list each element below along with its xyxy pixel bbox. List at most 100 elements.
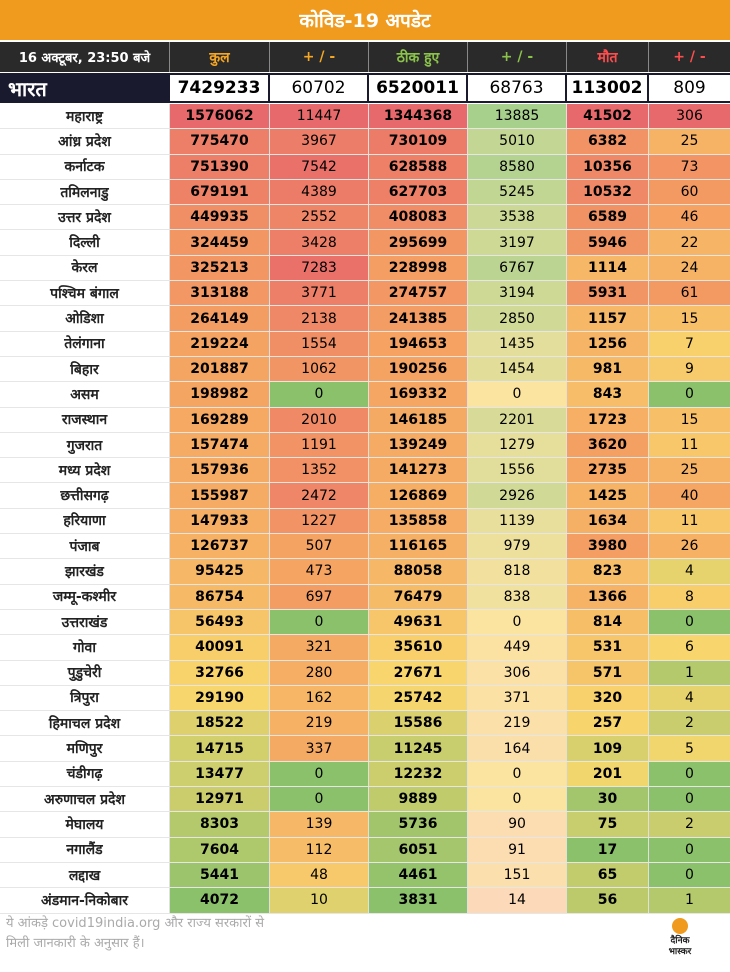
deaths-change: 306 (649, 104, 730, 129)
deaths: 571 (567, 660, 649, 685)
deaths: 1157 (567, 306, 649, 331)
dainik-bhaskar-logo: दैनिक भास्कर (660, 918, 700, 958)
total-cases: 157936 (170, 458, 270, 483)
recovered: 730109 (369, 129, 468, 154)
state-name: तेलंगाना (0, 331, 170, 356)
state-name: पंजाब (0, 534, 170, 559)
deaths-change: 0 (649, 761, 730, 787)
recovered: 628588 (369, 154, 468, 179)
deaths: 6589 (567, 205, 649, 230)
deaths-change: 11 (649, 508, 730, 534)
deaths-change: 25 (649, 129, 730, 154)
total-cases: 1576062 (170, 104, 270, 129)
state-name: महाराष्ट्र (0, 104, 170, 129)
deaths: 5931 (567, 281, 649, 306)
deaths: 2735 (567, 458, 649, 483)
recovered-change: 818 (468, 559, 567, 584)
deaths-change: 25 (649, 458, 730, 483)
recovered: 11245 (369, 736, 468, 761)
table-row: उत्तर प्रदेश 449935 2552 408083 3538 6589 46 (0, 205, 730, 231)
total-change: 0 (270, 761, 369, 787)
total-header: कुल (170, 42, 270, 72)
recovered: 88058 (369, 559, 468, 584)
deaths-change: 5 (649, 736, 730, 761)
deaths-change: 15 (649, 407, 730, 432)
state-name: ओडिशा (0, 306, 170, 331)
table-row: त्रिपुरा 29190 162 25742 371 320 4 (0, 685, 730, 712)
recovered-change: 3194 (468, 281, 567, 306)
table-row: कर्नाटक 751390 7542 628588 8580 10356 73 (0, 154, 730, 180)
deaths: 65 (567, 862, 649, 888)
deaths: 257 (567, 711, 649, 736)
recovered-change: 164 (468, 736, 567, 761)
total-cases: 32766 (170, 660, 270, 685)
india-summary-row: भारत 7429233 60702 6520011 68763 113002 … (0, 73, 730, 103)
deaths-change: 24 (649, 255, 730, 281)
deaths-change: 0 (649, 382, 730, 407)
deaths-change: 1 (649, 660, 730, 685)
state-name: गुजरात (0, 432, 170, 458)
recovered: 25742 (369, 685, 468, 711)
total-change: 112 (270, 837, 369, 862)
table-row: ओडिशा 264149 2138 241385 2850 1157 15 (0, 306, 730, 332)
state-name: मेघालय (0, 812, 170, 837)
deaths: 30 (567, 787, 649, 812)
deaths-change: 60 (649, 179, 730, 205)
recovered-header: ठीक हुए (369, 42, 468, 72)
source-note-line1: ये आंकड़े covid19india.org और राज्य सरका… (6, 916, 265, 931)
table-row: जम्मू-कश्मीर 86754 697 76479 838 1366 8 (0, 584, 730, 610)
table-row: तेलंगाना 219224 1554 194653 1435 1256 7 (0, 331, 730, 357)
recovered-change: 13885 (468, 104, 567, 129)
deaths-header: मौत (567, 42, 649, 72)
table-row: छत्तीसगढ़ 155987 2472 126869 2926 1425 40 (0, 483, 730, 509)
total-cases: 147933 (170, 508, 270, 534)
state-name: छत्तीसगढ़ (0, 483, 170, 508)
state-name: हरियाणा (0, 508, 170, 534)
deaths: 1366 (567, 584, 649, 609)
total-cases: 7604 (170, 837, 270, 862)
india-total: 7429233 (170, 75, 270, 101)
deaths-change: 61 (649, 281, 730, 306)
recovered-change: 371 (468, 685, 567, 711)
total-cases: 14715 (170, 736, 270, 761)
state-name: लद्दाख (0, 862, 170, 888)
state-name: अरुणाचल प्रदेश (0, 787, 170, 812)
deaths: 814 (567, 609, 649, 635)
india-deaths: 113002 (567, 75, 649, 101)
deaths: 1723 (567, 407, 649, 432)
recovered-change: 14 (468, 888, 567, 913)
deaths: 75 (567, 812, 649, 837)
deaths-change: 1 (649, 888, 730, 913)
recovered-change: 90 (468, 812, 567, 837)
table-row: पश्चिम बंगाल 313188 3771 274757 3194 5931 61 (0, 281, 730, 307)
state-name: झारखंड (0, 559, 170, 584)
recovered-change: 0 (468, 609, 567, 635)
total-change: 280 (270, 660, 369, 685)
total-cases: 95425 (170, 559, 270, 584)
total-change: 7283 (270, 255, 369, 281)
state-name: राजस्थान (0, 407, 170, 432)
total-change: 1062 (270, 356, 369, 382)
deaths-change: 4 (649, 685, 730, 711)
total-change: 162 (270, 685, 369, 711)
recovered-change: 91 (468, 837, 567, 862)
deaths: 981 (567, 356, 649, 382)
date-header: 16 अक्टूबर, 23:50 बजे (0, 42, 170, 72)
sun-logo-icon (672, 918, 688, 934)
recovered-change: 979 (468, 534, 567, 559)
total-change: 321 (270, 635, 369, 660)
state-name: पुडुचेरी (0, 660, 170, 685)
table-row: दिल्ली 324459 3428 295699 3197 5946 22 (0, 230, 730, 256)
deaths-change: 9 (649, 356, 730, 382)
deaths-change: 2 (649, 812, 730, 837)
deaths: 843 (567, 382, 649, 407)
recovered: 116165 (369, 534, 468, 559)
state-name: हिमाचल प्रदेश (0, 711, 170, 736)
deaths-change: 22 (649, 230, 730, 255)
state-name: पश्चिम बंगाल (0, 281, 170, 306)
deaths-change: 0 (649, 837, 730, 862)
india-total-change: 60702 (270, 75, 369, 101)
total-change: 1352 (270, 458, 369, 483)
recovered-change: 449 (468, 635, 567, 660)
recovered: 49631 (369, 609, 468, 635)
